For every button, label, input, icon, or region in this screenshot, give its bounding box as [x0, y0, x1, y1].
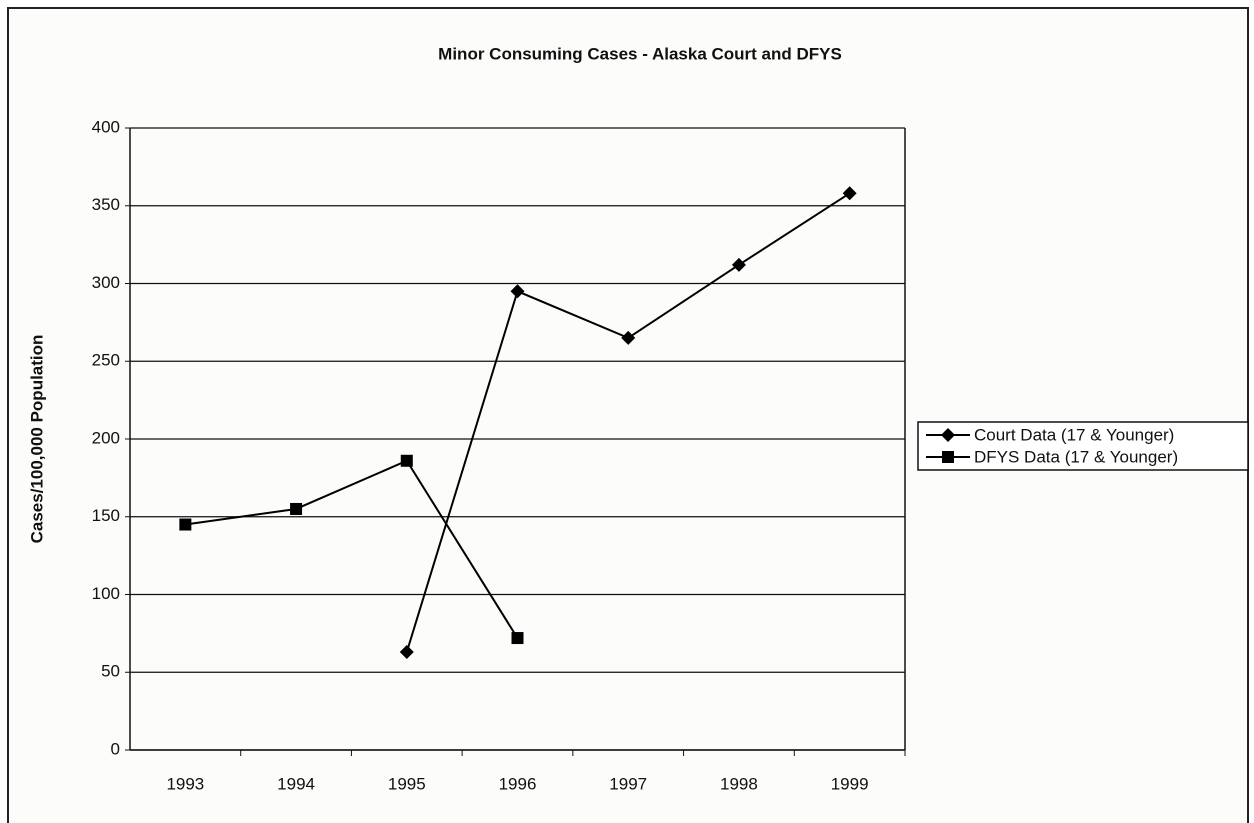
legend-label: Court Data (17 & Younger)	[974, 425, 1174, 444]
data-point	[510, 284, 525, 299]
y-tick-label: 150	[92, 506, 120, 525]
y-tick-label: 300	[92, 273, 120, 292]
y-tick-label: 50	[101, 662, 120, 681]
y-axis-label: Cases/100,000 Population	[27, 335, 46, 544]
x-tick-label: 1999	[831, 774, 869, 793]
x-tick-label: 1998	[720, 774, 758, 793]
data-point	[731, 257, 746, 272]
y-tick-label: 250	[92, 351, 120, 370]
data-point	[290, 502, 303, 515]
legend-marker	[941, 428, 955, 442]
y-tick-label: 350	[92, 195, 120, 214]
legend-label: DFYS Data (17 & Younger)	[974, 447, 1178, 466]
x-tick-label: 1995	[388, 774, 426, 793]
y-tick-label: 400	[92, 117, 120, 136]
y-tick-label: 100	[92, 584, 120, 603]
x-tick-label: 1996	[499, 774, 537, 793]
data-point	[511, 632, 524, 645]
x-tick-label: 1994	[277, 774, 315, 793]
legend-marker	[942, 451, 954, 463]
chart-title: Minor Consuming Cases - Alaska Court and…	[438, 44, 842, 63]
legend-box	[917, 421, 1249, 471]
chart-border	[7, 7, 1249, 823]
series-line	[185, 459, 519, 639]
data-point	[400, 454, 413, 467]
data-point	[179, 518, 192, 531]
data-point	[621, 330, 636, 345]
data-point	[842, 186, 857, 201]
x-tick-label: 1997	[609, 774, 647, 793]
data-point	[399, 645, 414, 660]
y-tick-label: 0	[111, 739, 120, 758]
y-tick-label: 200	[92, 428, 120, 447]
x-tick-label: 1993	[166, 774, 204, 793]
